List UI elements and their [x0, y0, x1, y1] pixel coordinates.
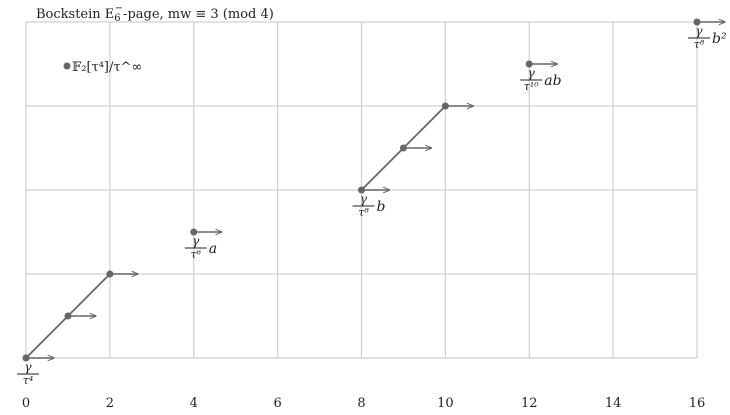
data-point: [106, 270, 114, 278]
label-numerator: γ: [360, 192, 368, 206]
x-tick-label: 8: [357, 396, 365, 411]
x-tick-label: 4: [190, 396, 198, 411]
data-point: [441, 102, 449, 110]
point-label: γτ⁶ a: [184, 234, 217, 261]
label-denominator: τ⁸: [694, 38, 705, 51]
x-tick-labels: 0 2 4 6 8 10 12 14 16: [22, 396, 705, 411]
tower-arrows: [26, 22, 725, 358]
data-point: [64, 312, 72, 320]
label-numerator: γ: [695, 24, 703, 38]
label-numerator: γ: [192, 234, 200, 248]
point-label: γτ⁸ b: [352, 192, 386, 219]
data-point: [399, 144, 407, 152]
data-point: [525, 60, 533, 68]
x-tick-label: 14: [605, 396, 622, 411]
x-tick-label: 6: [273, 396, 281, 411]
label-denominator: τ⁶: [191, 248, 202, 261]
label-generator: b: [377, 199, 386, 215]
label-generator: a: [209, 241, 217, 257]
data-points: [22, 18, 701, 362]
connection-lines: [25, 105, 447, 359]
label-generator: b²: [712, 31, 727, 47]
chart-title: Bockstein E6−-page, mw ≡ 3 (mod 4): [36, 3, 274, 24]
point-label: γτ⁸ b²: [688, 24, 727, 51]
data-point: [190, 228, 198, 236]
label-numerator: γ: [24, 360, 32, 374]
x-tick-label: 12: [521, 396, 538, 411]
data-point: [22, 354, 30, 362]
x-tick-label: 2: [106, 396, 114, 411]
point-label: γτ⁴: [17, 360, 39, 387]
x-tick-label: 10: [437, 396, 454, 411]
data-point: [693, 18, 701, 26]
data-point: [358, 186, 365, 194]
label-generator: ab: [544, 73, 561, 89]
label-denominator: τ¹⁰: [524, 80, 539, 93]
x-tick-label: 16: [689, 396, 706, 411]
legend-marker: [63, 62, 71, 70]
legend: 𝔽₂[τ⁴]/τ^∞: [63, 60, 142, 75]
label-denominator: τ⁴: [23, 374, 34, 387]
legend-label: 𝔽₂[τ⁴]/τ^∞: [72, 60, 142, 75]
x-tick-label: 0: [22, 396, 30, 411]
label-numerator: γ: [528, 66, 536, 80]
label-denominator: τ⁸: [358, 206, 369, 219]
